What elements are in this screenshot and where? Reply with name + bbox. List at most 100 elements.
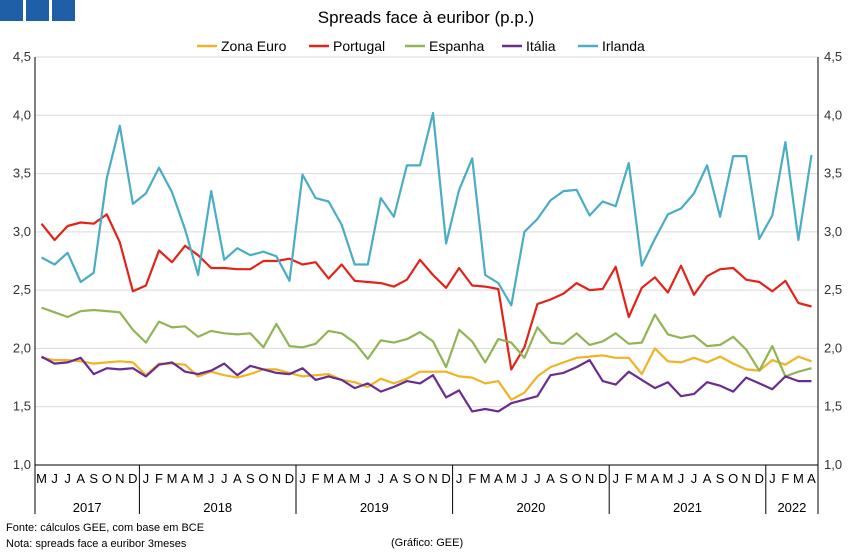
year-label: 2019 <box>360 500 389 515</box>
legend-label: Irlanda <box>602 38 645 54</box>
y-tick-label-left: 3,5 <box>13 166 31 181</box>
x-tick-label: J <box>534 471 541 486</box>
x-tick-label: J <box>612 471 619 486</box>
x-tick-label: D <box>441 471 450 486</box>
brand-logo <box>0 0 75 21</box>
x-tick-label: O <box>102 471 112 486</box>
y-tick-label-right: 1,0 <box>824 457 842 472</box>
x-tick-label: O <box>415 471 425 486</box>
x-tick-label: A <box>337 471 346 486</box>
x-tick-label: N <box>742 471 751 486</box>
x-tick-label: N <box>428 471 437 486</box>
y-tick-label-right: 3,0 <box>824 224 842 239</box>
x-tick-label: D <box>755 471 764 486</box>
y-tick-label-right: 4,5 <box>824 49 842 64</box>
legend-label: Itália <box>526 38 556 54</box>
x-tick-label: J <box>221 471 228 486</box>
y-tick-label-left: 1,0 <box>13 457 31 472</box>
x-tick-label: J <box>456 471 463 486</box>
series-line-itlia <box>40 355 812 413</box>
y-tick-label-left: 2,0 <box>13 340 31 355</box>
x-tick-label: F <box>155 471 163 486</box>
legend-label: Espanha <box>429 38 484 54</box>
x-tick-label: F <box>625 471 633 486</box>
x-tick-label: M <box>793 471 804 486</box>
chart-title: Spreads face à euribor (p.p.) <box>317 8 535 27</box>
x-tick-label: J <box>208 471 215 486</box>
y-tick-label-right: 3,5 <box>824 166 842 181</box>
x-tick-label: J <box>365 471 372 486</box>
x-tick-label: S <box>559 471 568 486</box>
x-tick-label: O <box>258 471 268 486</box>
x-tick-label: S <box>403 471 412 486</box>
x-tick-label: A <box>703 471 712 486</box>
x-tick-label: J <box>378 471 385 486</box>
year-label: 2017 <box>73 500 102 515</box>
x-tick-label: A <box>494 471 503 486</box>
x-tick-label: A <box>76 471 85 486</box>
x-tick-label: N <box>115 471 124 486</box>
x-tick-label: M <box>349 471 360 486</box>
x-tick-label: M <box>36 471 47 486</box>
y-tick-label-right: 1,5 <box>824 399 842 414</box>
x-tick-label: A <box>546 471 555 486</box>
chart-credit: (Gráfico: GEE) <box>391 537 464 549</box>
year-label: 2022 <box>777 500 806 515</box>
y-tick-label-left: 1,5 <box>13 399 31 414</box>
x-tick-label: S <box>246 471 255 486</box>
x-tick-label: M <box>193 471 204 486</box>
x-tick-label: J <box>64 471 71 486</box>
x-tick-label: A <box>390 471 399 486</box>
y-tick-label-left: 2,5 <box>13 282 31 297</box>
logo-block <box>0 0 23 21</box>
x-tick-label: J <box>299 471 306 486</box>
source-note: Fonte: cálculos GEE, com base em BCE <box>6 522 205 534</box>
x-tick-label: M <box>506 471 517 486</box>
x-tick-label: F <box>468 471 476 486</box>
x-tick-label: D <box>598 471 607 486</box>
series-line-espanha <box>41 306 812 378</box>
logo-block <box>26 0 49 21</box>
x-tick-label: J <box>678 471 685 486</box>
x-tick-label: O <box>728 471 738 486</box>
x-tick-label: F <box>781 471 789 486</box>
x-tick-label: O <box>572 471 582 486</box>
y-tick-label-left: 4,5 <box>13 49 31 64</box>
footnote: Nota: spreads face a euribor 3meses <box>6 538 187 550</box>
x-tick-label: M <box>323 471 334 486</box>
y-tick-label-right: 4,0 <box>824 107 842 122</box>
y-tick-label-left: 4,0 <box>13 107 31 122</box>
x-tick-label: J <box>691 471 698 486</box>
x-tick-label: F <box>312 471 320 486</box>
y-tick-label-right: 2,0 <box>824 340 842 355</box>
x-tick-label: A <box>807 471 816 486</box>
x-tick-label: D <box>128 471 137 486</box>
logo-block <box>52 0 75 21</box>
x-tick-label: J <box>769 471 776 486</box>
y-tick-label-left: 3,0 <box>13 224 31 239</box>
x-tick-label: A <box>651 471 660 486</box>
x-tick-label: N <box>585 471 594 486</box>
x-tick-label: J <box>143 471 150 486</box>
x-tick-label: S <box>89 471 98 486</box>
series-line-irlanda <box>40 111 813 307</box>
year-label: 2018 <box>203 500 232 515</box>
x-tick-label: M <box>663 471 674 486</box>
legend-label: Portugal <box>333 38 385 54</box>
year-label: 2020 <box>516 500 545 515</box>
y-tick-label-right: 2,5 <box>824 282 842 297</box>
x-tick-label: M <box>167 471 178 486</box>
x-tick-label: M <box>480 471 491 486</box>
x-tick-label: M <box>636 471 647 486</box>
x-tick-label: A <box>181 471 190 486</box>
x-tick-label: J <box>521 471 528 486</box>
x-tick-label: J <box>51 471 58 486</box>
legend-label: Zona Euro <box>221 38 287 54</box>
x-tick-label: N <box>272 471 281 486</box>
year-label: 2021 <box>673 500 702 515</box>
series-line-portugal <box>40 213 812 371</box>
x-tick-label: D <box>285 471 294 486</box>
x-tick-label: S <box>716 471 725 486</box>
x-tick-label: A <box>233 471 242 486</box>
